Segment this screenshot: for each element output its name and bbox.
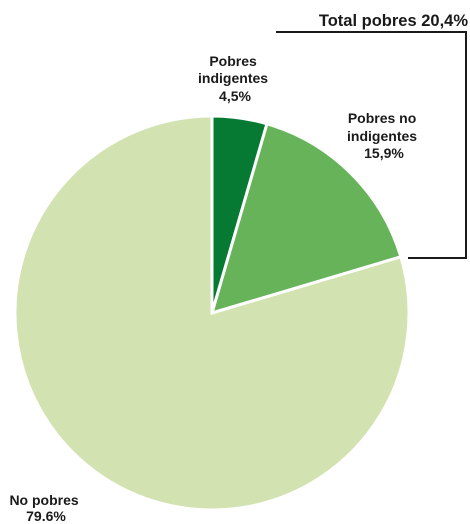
slice-no-pobres	[13, 114, 411, 512]
label-no-pobres: No pobres 79.6%	[9, 492, 82, 524]
slice-pobres-no-indigentes	[209, 121, 403, 316]
label-pobres-no-indigentes: Pobres no indigentes 15,9%	[347, 110, 421, 161]
total-poor-bracket	[276, 31, 467, 259]
label-pobres-indigentes: Pobres indigentes 4,5%	[198, 53, 272, 104]
pie-slices	[13, 114, 411, 512]
total-poor-label: Total pobres 20,4%	[319, 12, 468, 30]
